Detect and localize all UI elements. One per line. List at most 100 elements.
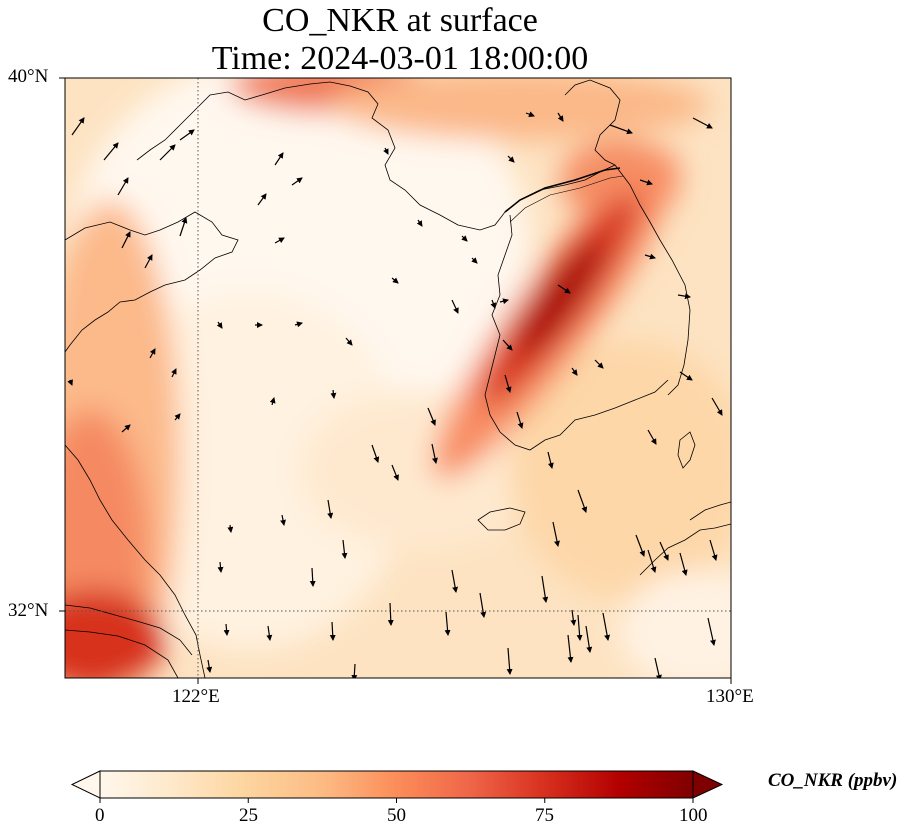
- wind-arrow: [121, 424, 131, 433]
- wind-arrow: [647, 549, 657, 573]
- wind-arrow: [71, 117, 85, 136]
- wind-arrow: [525, 111, 535, 118]
- wind-arrow: [594, 359, 604, 369]
- wind-arrow: [144, 254, 153, 269]
- lon-label-122e: 122°E: [172, 686, 220, 707]
- wind-arrow: [280, 514, 286, 526]
- axis-ticks: [59, 77, 732, 684]
- wind-arrow: [103, 142, 119, 161]
- wind-arrow: [541, 575, 549, 603]
- wind-arrow: [329, 621, 336, 641]
- wind-arrow: [709, 539, 718, 561]
- wind-arrow: [516, 411, 524, 429]
- wind-arrow: [577, 489, 588, 513]
- wind-arrow: [552, 521, 560, 547]
- coastline-shandong: [65, 211, 239, 353]
- coastline-korea-east: [614, 164, 691, 396]
- wind-arrow: [451, 299, 459, 314]
- wind-arrow: [506, 647, 513, 675]
- coastlines: [65, 79, 731, 678]
- wind-arrow: [416, 219, 423, 227]
- colorbar: [70, 770, 724, 803]
- wind-arrow: [431, 443, 438, 464]
- coastline-yangtze: [65, 604, 193, 656]
- colorbar-label: CO_NKR (ppbv): [768, 770, 898, 791]
- wind-arrow: [216, 321, 223, 329]
- wind-arrow: [502, 339, 513, 351]
- wind-arrow: [659, 541, 669, 561]
- wind-arrow: [217, 561, 224, 573]
- wind-arrow: [387, 602, 394, 626]
- wind-arrow: [67, 379, 73, 386]
- coastline-korea-west: [484, 214, 669, 451]
- wind-arrow: [654, 657, 662, 678]
- wind-arrow: [451, 569, 459, 593]
- wind-arrow: [171, 368, 177, 378]
- wind-arrow: [504, 374, 512, 393]
- wind-arrow: [499, 298, 509, 305]
- colorbar-extend-min: [70, 770, 101, 799]
- wind-arrow: [294, 321, 303, 328]
- colorbar-tick-50: 50: [387, 805, 406, 826]
- wind-arrow: [679, 552, 688, 576]
- wind-arrow: [471, 257, 478, 264]
- wind-arrow: [327, 499, 334, 519]
- wind-arrow: [507, 155, 515, 163]
- map-frame: [64, 77, 732, 679]
- wind-arrow: [557, 284, 571, 294]
- wind-arrow: [121, 231, 131, 249]
- wind-arrow: [644, 253, 656, 260]
- wind-arrow: [677, 293, 691, 300]
- wind-arrow: [571, 367, 578, 376]
- wind-arrow: [570, 609, 577, 626]
- wind-arrow: [330, 389, 337, 399]
- wind-arrow: [269, 397, 276, 406]
- wind-arrow: [391, 277, 399, 284]
- wind-arrow: [179, 217, 188, 237]
- wind-arrow: [351, 663, 358, 678]
- wind-arrow: [639, 179, 653, 186]
- coastline-korea-border-inner: [509, 175, 624, 223]
- wind-arrow: [547, 451, 554, 469]
- coastline-kyushu: [639, 501, 731, 576]
- wind-arrow: [635, 534, 646, 557]
- wind-arrow: [490, 299, 497, 309]
- wind-arrow: [341, 539, 348, 559]
- figure-subtitle-time: Time: 2024-03-01 18:00:00: [211, 40, 589, 77]
- wind-arrow: [567, 634, 574, 663]
- wind-arrow: [576, 614, 583, 641]
- wind-arrow: [647, 429, 657, 445]
- lon-label-130e: 130°E: [706, 686, 754, 707]
- colorbar-tick-0: 0: [95, 805, 105, 826]
- wind-arrow: [383, 147, 389, 155]
- coastline-china-east: [65, 444, 206, 678]
- wind-arrow: [391, 464, 399, 481]
- wind-arrow: [371, 444, 380, 463]
- wind-arrow: [159, 144, 176, 161]
- wind-arrow: [692, 117, 713, 129]
- wind-arrow: [174, 413, 181, 421]
- colorbar-tick-25: 25: [239, 805, 258, 826]
- coastline-korea-border: [504, 167, 621, 213]
- wind-arrow: [679, 371, 693, 381]
- wind-arrow: [149, 348, 156, 359]
- lat-label-32n: 32°N: [8, 600, 49, 621]
- wind-arrow: [444, 611, 451, 636]
- wind-arrow: [223, 623, 230, 636]
- wind-arrow: [557, 112, 564, 122]
- wind-arrow: [266, 625, 273, 641]
- wind-arrow: [479, 592, 487, 618]
- colorbar-extend-max: [692, 770, 724, 799]
- wind-arrow: [609, 124, 633, 135]
- wind-arrow: [274, 237, 285, 244]
- coastline-yangtze-south: [65, 629, 179, 678]
- wind-arrow: [227, 524, 234, 533]
- figure-title: CO_NKR at surface: [262, 2, 538, 39]
- wind-arrow: [291, 177, 303, 186]
- wind-arrow: [602, 612, 611, 641]
- coastline-korea-north-east: [564, 79, 621, 166]
- wind-vectors: [67, 111, 723, 678]
- colorbar-tick-100: 100: [679, 805, 708, 826]
- coastline-jeju: [477, 507, 526, 531]
